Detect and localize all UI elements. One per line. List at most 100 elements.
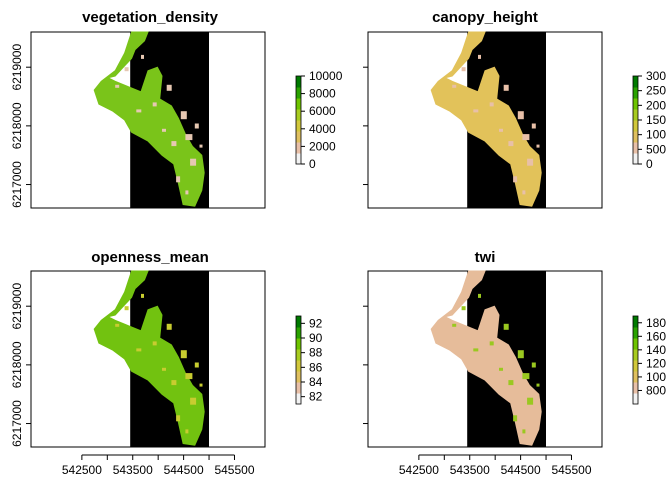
raster-patch: [162, 367, 166, 371]
raster-region: [93, 270, 205, 446]
raster-patch: [194, 123, 199, 129]
legend-swatch: [633, 98, 638, 110]
legend-tick-label: 4000: [309, 122, 336, 136]
raster-patch: [527, 397, 534, 405]
legend-tick-label: 500: [646, 142, 666, 156]
raster-patch: [489, 341, 494, 346]
raster-patch: [536, 383, 540, 387]
legend-swatch: [296, 360, 301, 372]
legend-swatch: [296, 327, 301, 339]
legend-tick-label: 88: [309, 346, 323, 360]
panel-title: vegetation_density: [82, 9, 219, 26]
raster-patch: [185, 190, 189, 195]
raster-patch: [517, 111, 524, 120]
x-tick-label: 542500: [399, 463, 439, 477]
panel-openness-mean: openness_mean 6217000 6218000 6219000 5425…: [10, 249, 323, 477]
raster-patch: [452, 323, 457, 327]
raster-patch: [503, 323, 509, 330]
legend-border: [632, 315, 639, 405]
legend-tick-label: 0: [309, 157, 316, 171]
y-tick-label: 6218000: [10, 102, 24, 149]
raster-patch: [176, 415, 181, 422]
raster-patch: [461, 67, 466, 72]
legend-swatch: [633, 131, 638, 143]
raster-patch: [473, 109, 479, 113]
legend-swatch: [633, 338, 638, 350]
raster-patches: [115, 54, 203, 195]
panel-title: twi: [475, 249, 496, 266]
legend-tick-label: 90: [309, 331, 323, 345]
legend-swatch: [296, 371, 301, 383]
raster-patch: [141, 293, 144, 298]
panel-title: canopy_height: [432, 9, 538, 26]
raster-patch: [452, 84, 457, 88]
legend-swatch: [633, 382, 638, 394]
raster-patches: [452, 293, 540, 434]
legend-tick-label: 250: [646, 84, 666, 98]
legend-swatch: [296, 76, 301, 88]
raster-region: [430, 270, 542, 446]
x-tick-label: 544500: [164, 463, 204, 477]
legend-swatch: [296, 120, 301, 132]
legend-tick-label: 6000: [309, 104, 336, 118]
panel-twi: twi 542500 543500 544500 545500 80010012014…: [363, 249, 666, 477]
raster-patch: [136, 109, 142, 113]
legend-tick-label: 180: [646, 316, 666, 330]
legend-tick-label: 120: [646, 356, 666, 370]
raster-patch: [513, 415, 518, 422]
legend-tick-label: 100: [646, 128, 666, 142]
legend-swatch: [296, 349, 301, 361]
raster-patches: [115, 293, 203, 434]
legend-swatch: [633, 393, 638, 405]
panel-title: openness_mean: [91, 249, 209, 266]
y-tick-label: 6219000: [10, 283, 24, 330]
legend-swatch: [633, 142, 638, 154]
raster-patch: [166, 84, 172, 91]
legend-tick-label: 82: [309, 390, 323, 404]
legend-swatch: [633, 349, 638, 361]
raster-patch: [124, 67, 129, 72]
raster-patch: [499, 128, 503, 132]
legend-tick-label: 160: [646, 329, 666, 343]
y-axis: 6217000 6218000 6219000: [10, 283, 31, 447]
raster-patch: [152, 102, 157, 107]
raster-patch: [461, 306, 466, 311]
raster-patches: [452, 54, 540, 195]
raster-patch: [190, 397, 197, 405]
x-tick-label: 543500: [113, 463, 153, 477]
x-tick-label: 542500: [62, 463, 102, 477]
raster-patch: [115, 84, 120, 88]
panel-vegetation-density: vegetation_density 6217000 6218000 6219000…: [10, 9, 343, 209]
x-tick-label: 543500: [450, 463, 490, 477]
x-tick-label: 545500: [214, 463, 254, 477]
raster-patch: [522, 429, 526, 434]
legend-tick-label: 150: [646, 113, 666, 127]
raster-patch: [499, 367, 503, 371]
raster-patch: [522, 190, 526, 195]
raster-patch: [190, 158, 197, 166]
raster-patch: [199, 383, 203, 387]
y-tick-label: 6217000: [10, 400, 24, 447]
raster-patch: [503, 84, 509, 91]
raster-patch: [473, 348, 479, 352]
legend-swatch: [633, 76, 638, 88]
raster-patch: [527, 158, 534, 166]
raster-patch: [478, 54, 481, 59]
raster-patch: [517, 350, 524, 359]
x-tick-label: 545500: [551, 463, 591, 477]
raster-patch: [508, 141, 514, 147]
legend-swatch: [633, 87, 638, 99]
legend-tick-label: 140: [646, 343, 666, 357]
raster-patch: [136, 348, 142, 352]
legend-tick-label: 100: [646, 370, 666, 384]
legend-swatch: [296, 131, 301, 143]
legend-tick-label: 8000: [309, 87, 336, 101]
y-axis: [363, 66, 368, 186]
y-axis: 6217000 6218000 6219000: [10, 44, 31, 208]
legend-tick-label: 86: [309, 360, 323, 374]
raster-patch: [124, 306, 129, 311]
